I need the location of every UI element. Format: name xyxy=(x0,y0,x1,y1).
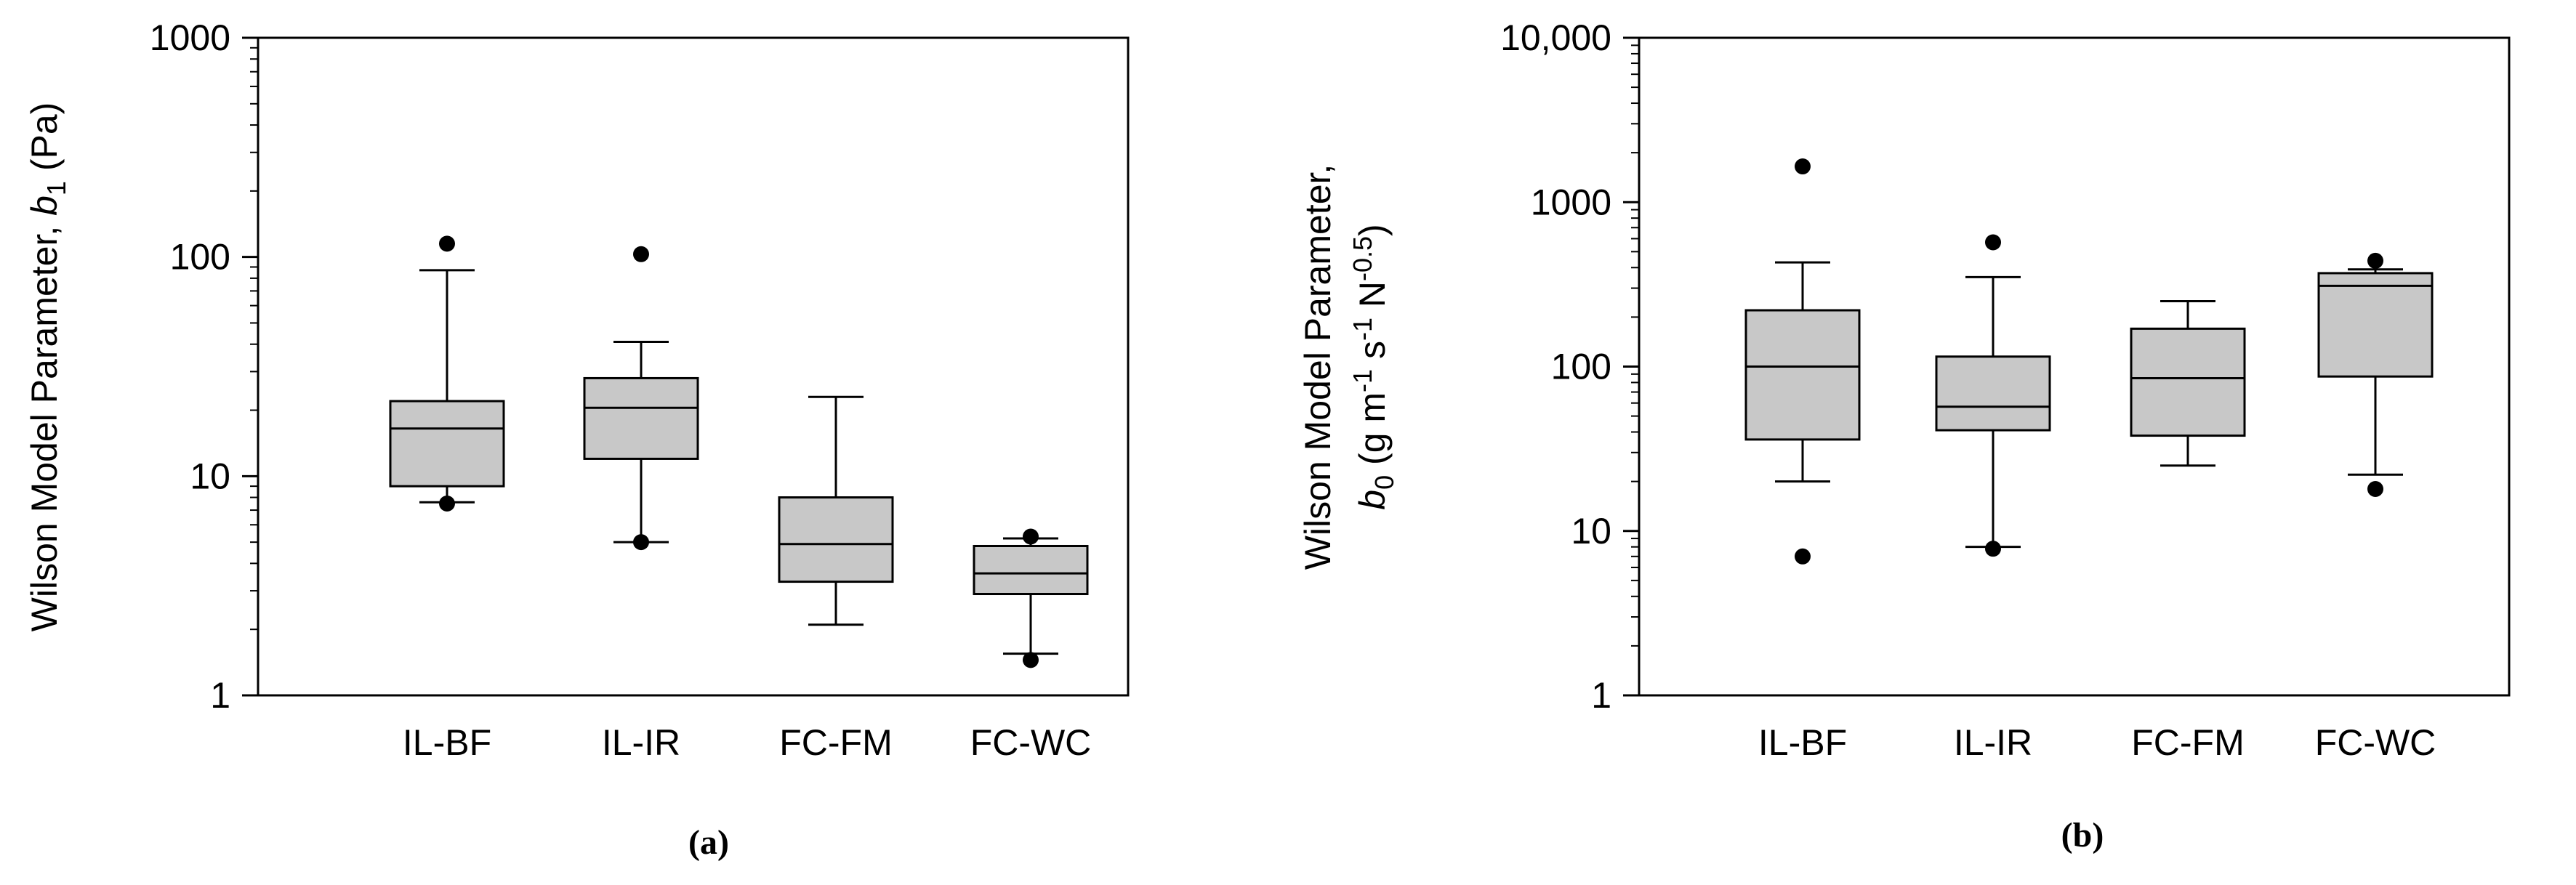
y-tick-label: 1 xyxy=(210,675,230,716)
box-fc-wc xyxy=(2317,252,2434,497)
panel-a-plot-frame xyxy=(257,36,1130,697)
outlier-point xyxy=(1985,541,2001,557)
panel-b-y-axis-title-line1: Wilson Model Parameter, xyxy=(1297,164,1338,570)
category-label: FC-FM xyxy=(2131,722,2245,763)
outlier-point xyxy=(1023,528,1039,545)
y-tick-label: 10 xyxy=(1571,511,1611,551)
outlier-point xyxy=(2367,252,2383,269)
iqr-box xyxy=(1744,309,1861,441)
outlier-point xyxy=(439,496,455,512)
category-label: FC-WC xyxy=(2315,722,2436,763)
outlier-point xyxy=(1795,158,1811,175)
category-label: IL-IR xyxy=(1954,722,2032,763)
iqr-box xyxy=(1935,355,2051,432)
category-label: FC-FM xyxy=(779,722,893,763)
panel-b-y-ticks: 1 10 100 1000 10,000 xyxy=(1500,17,1639,716)
iqr-box xyxy=(583,376,699,460)
outlier-point xyxy=(1023,652,1039,668)
iqr-box xyxy=(973,544,1089,596)
y-tick-label: 1000 xyxy=(150,17,230,58)
category-label: IL-BF xyxy=(403,722,491,763)
iqr-box xyxy=(2317,272,2434,378)
panel-b-category-labels: IL-BF IL-IR FC-FM FC-WC xyxy=(1758,722,2436,763)
iqr-box xyxy=(778,496,894,583)
category-label: IL-BF xyxy=(1758,722,1847,763)
y-tick-label: 100 xyxy=(1551,347,1611,387)
panel-b-boxes xyxy=(1744,158,2434,565)
category-label: FC-WC xyxy=(970,722,1092,763)
panel-b-y-axis-title-line2: b0 (g m-1 s-1 N-0.5) xyxy=(1348,224,1399,509)
outlier-point xyxy=(439,235,455,252)
outlier-point xyxy=(1795,548,1811,565)
panel-b-chart: 1 10 100 1000 10,000 IL-BF IL-IR FC-FM FC-WC Wi… xyxy=(1297,17,2511,854)
panel-a-y-axis-title: Wilson Model Parameter, b1 (Pa) xyxy=(24,102,71,632)
box-il-ir xyxy=(1935,234,2051,557)
panel-a-boxes xyxy=(389,235,1089,668)
outlier-point xyxy=(1985,234,2001,251)
box-il-bf xyxy=(1744,158,1861,565)
box-fc-fm xyxy=(2130,299,2246,467)
panel-a-category-labels: IL-BF IL-IR FC-FM FC-WC xyxy=(403,722,1091,763)
panel-a-y-ticks: 1 10 100 1000 xyxy=(150,17,258,716)
iqr-box xyxy=(2130,327,2246,437)
box-fc-fm xyxy=(778,395,894,626)
panel-a-label: (a) xyxy=(688,823,729,862)
box-fc-wc xyxy=(973,528,1089,668)
outlier-point xyxy=(2367,480,2383,497)
outlier-point xyxy=(633,534,649,551)
y-tick-label: 1000 xyxy=(1531,182,1611,222)
iqr-box xyxy=(389,400,505,488)
y-tick-label: 1 xyxy=(1591,675,1611,716)
outlier-point xyxy=(633,246,649,262)
y-tick-label: 10 xyxy=(190,456,230,496)
panel-b-label: (b) xyxy=(2061,816,2104,854)
panel-a-chart: 1 10 100 1000 IL-BF IL-IR FC-FM FC-WC Wilson M… xyxy=(24,17,1130,862)
box-il-ir xyxy=(583,246,699,551)
category-label: IL-IR xyxy=(602,722,680,763)
y-tick-label: 100 xyxy=(170,237,230,278)
y-tick-label: 10,000 xyxy=(1500,17,1611,58)
box-il-bf xyxy=(389,235,505,512)
